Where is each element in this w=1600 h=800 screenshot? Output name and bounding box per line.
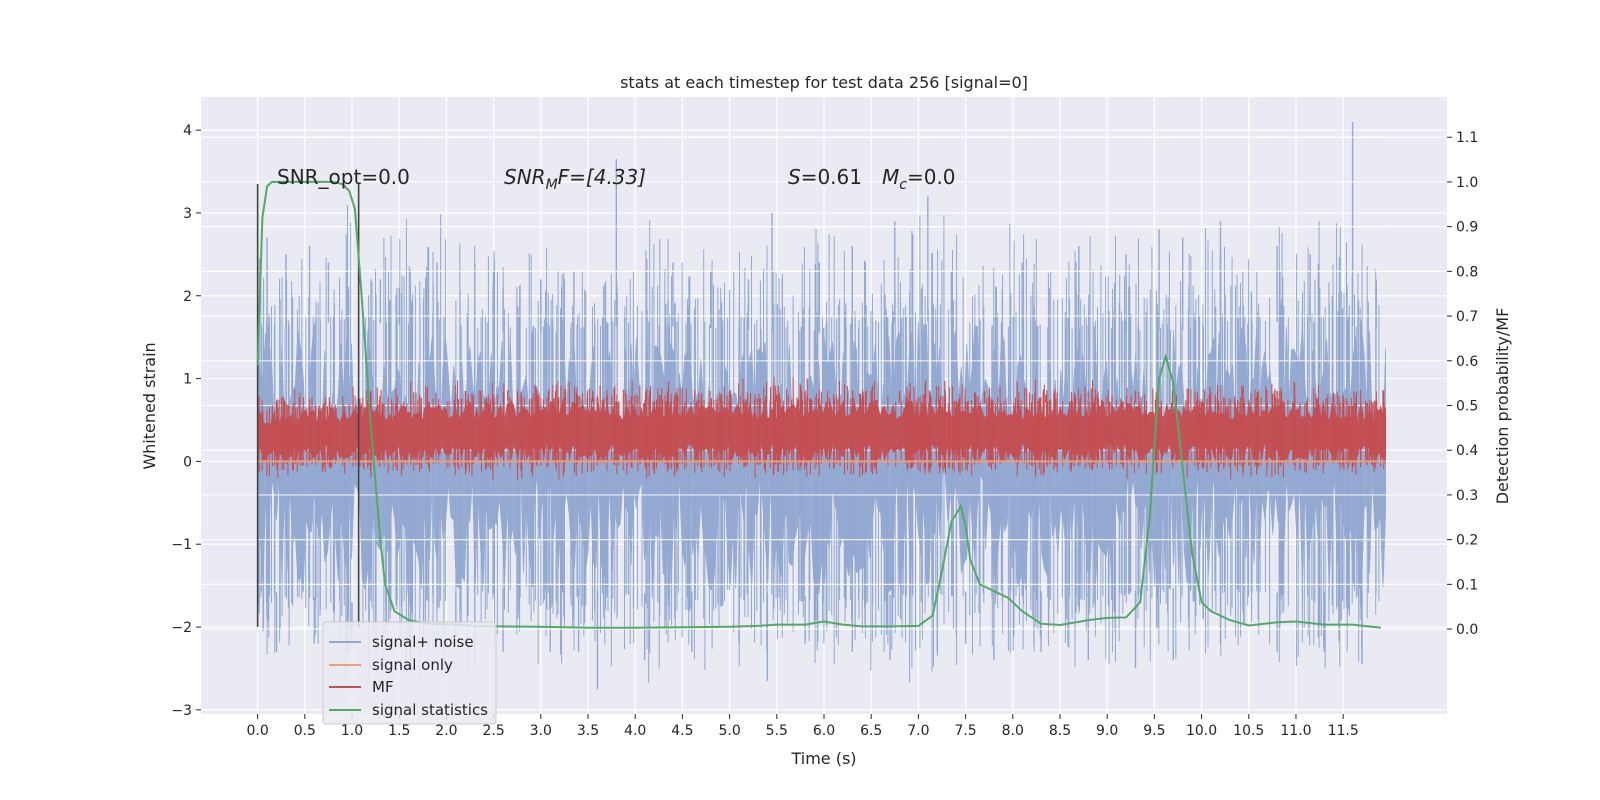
x-tick-label: 4.0 [624,723,646,739]
x-tick-label: 9.5 [1143,723,1165,739]
x-tick-label: 11.5 [1328,723,1359,739]
legend-label-signal-statistics: signal statistics [372,701,488,719]
annotation-snr-mf-subscript: M [546,177,558,193]
annotation-mc-value: =0.0 [907,165,956,189]
annotation-s: S=0.61 [788,165,862,189]
y-axis-right-label: Detection probability/MF [1493,308,1512,505]
y-tick-label: 0 [183,454,192,470]
annotation-mc: Mc=0.0 [882,165,956,193]
x-tick-label: 0.0 [247,723,269,739]
series-mf [257,377,1386,481]
y-right-tick-label: 0.8 [1456,264,1478,280]
annotation-s-symbol: S [788,165,801,189]
legend-box [322,621,497,725]
y-right-tick-label: 0.7 [1456,309,1478,325]
y-tick-label: 1 [183,372,192,388]
series-layer [256,121,1386,690]
annotation-snr-mf-symbol: SNR [504,165,546,189]
y-tick-label: 3 [183,206,192,222]
y-right-tick-label: 0.1 [1456,577,1478,593]
legend-label-signal-noise: signal+ noise [372,633,474,651]
y-tick-label: −2 [171,620,192,636]
x-axis-label: Time (s) [790,749,856,768]
y-right-tick-label: 0.5 [1456,399,1478,415]
y-right-tick-label: 0.4 [1456,443,1478,459]
y-tick-label: 4 [183,123,192,139]
y-tick-label: −3 [171,703,192,719]
annotation-mc-subscript: c [899,177,907,193]
y-right-tick-label: 0.9 [1456,220,1478,236]
x-tick-label: 7.5 [954,723,976,739]
x-tick-label: 6.0 [813,723,835,739]
x-tick-label: 7.0 [907,723,929,739]
annotation-mc-symbol: M [882,165,899,189]
y-tick-label: 2 [183,289,192,305]
annotation-s-value: =0.61 [801,165,862,189]
x-tick-label: 1.5 [388,723,410,739]
y-right-tick-label: 1.1 [1456,130,1478,146]
legend: signal+ noise signal only MF signal stat… [322,621,497,725]
x-tick-label: 3.0 [530,723,552,739]
x-tick-label: 3.5 [577,723,599,739]
legend-label-mf: MF [372,678,394,696]
y-right-tick-label: 0.0 [1456,622,1478,638]
x-tick-label: 5.5 [766,723,788,739]
x-tick-label: 0.5 [294,723,316,739]
y-right-tick-label: 0.6 [1456,354,1478,370]
x-tick-label: 4.5 [671,723,693,739]
annotation-snr-opt: SNR_opt=0.0 [277,165,410,189]
x-tick-label: 5.0 [718,723,740,739]
x-tick-label: 2.5 [482,723,504,739]
y-right-tick-label: 1.0 [1456,175,1478,191]
x-tick-label: 10.0 [1186,723,1217,739]
series-mf-spikes [257,377,1386,481]
x-tick-label: 10.5 [1233,723,1264,739]
y-tick-label: −1 [171,537,192,553]
x-tick-label: 11.0 [1280,723,1311,739]
y-right-tick-label: 0.2 [1456,533,1478,549]
axes-layer: 0.0 0.5 1.0 1.5 2.0 2.5 3.0 3.5 4.0 4.5 5.0 5.5 6.0 6… [171,123,1478,739]
chart-title: stats at each timestep for test data 256… [620,73,1028,92]
annotation-snr-mf-value: F=[4.33] [558,165,646,189]
x-tick-label: 6.5 [860,723,882,739]
y-right-tick-label: 0.3 [1456,488,1478,504]
x-tick-label: 9.0 [1096,723,1118,739]
series-signal-statistics-line [256,180,1382,629]
annotation-snr-mf: SNRMF=[4.33] [504,165,646,193]
legend-label-signal-only: signal only [372,656,453,674]
y-axis-label: Whitened strain [140,342,159,469]
x-tick-label: 1.0 [341,723,363,739]
x-tick-label: 2.0 [435,723,457,739]
x-tick-label: 8.5 [1049,723,1071,739]
x-tick-label: 8.0 [1002,723,1024,739]
